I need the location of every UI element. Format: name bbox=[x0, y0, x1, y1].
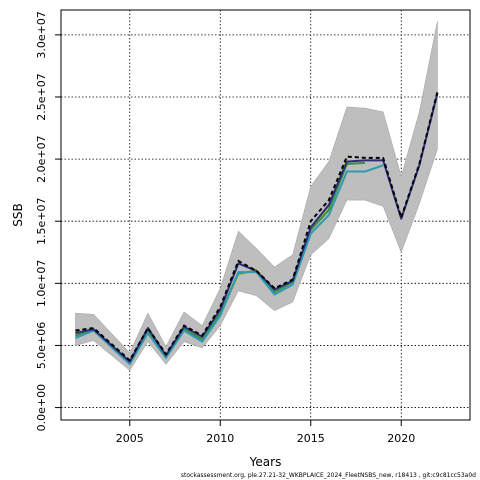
y-tick-label: 2.0e+07 bbox=[35, 135, 48, 182]
y-tick-label: 0.0e+00 bbox=[35, 384, 48, 431]
y-tick-label: 1.0e+07 bbox=[35, 260, 48, 307]
x-axis: 2005 2010 2015 2020 bbox=[116, 420, 415, 445]
confidence-band-group bbox=[75, 21, 438, 371]
footer-credit: stockassessment.org, ple.27.21-32_WKBPLA… bbox=[181, 472, 476, 479]
y-tick-label: 1.5e+07 bbox=[35, 197, 48, 244]
plot-frame bbox=[60, 9, 471, 421]
x-axis-title: Years bbox=[249, 455, 282, 469]
y-axis-title: SSB bbox=[11, 203, 25, 226]
series-line bbox=[75, 164, 384, 366]
x-tick-label: 2005 bbox=[116, 432, 144, 445]
x-tick-label: 2020 bbox=[387, 432, 415, 445]
series-lines-group bbox=[75, 91, 439, 366]
y-tick-label: 3.0e+07 bbox=[35, 11, 48, 58]
series-line bbox=[75, 92, 439, 363]
x-tick-label: 2010 bbox=[206, 432, 234, 445]
y-axis: 0.0e+00 5.0e+06 1.0e+07 1.5e+07 2.0e+07 2.5e+… bbox=[35, 11, 61, 431]
x-tick-label: 2015 bbox=[297, 432, 325, 445]
y-tick-label: 5.0e+06 bbox=[35, 322, 48, 369]
confidence-band bbox=[75, 21, 438, 371]
y-tick-label: 2.5e+07 bbox=[35, 73, 48, 120]
